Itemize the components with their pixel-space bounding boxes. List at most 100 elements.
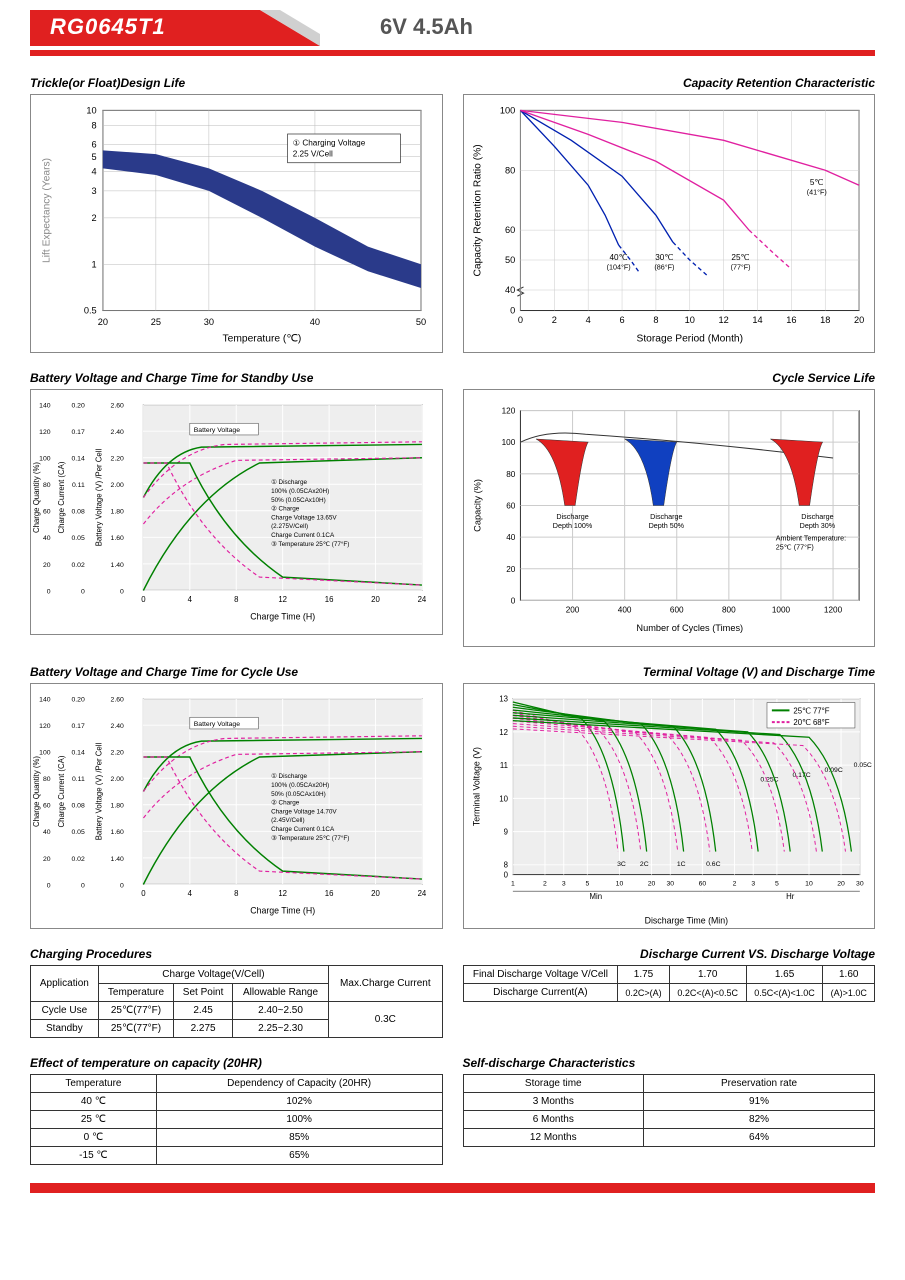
svg-text:(2.275V/Cell): (2.275V/Cell) bbox=[271, 523, 308, 530]
svg-text:14: 14 bbox=[752, 315, 762, 325]
svg-text:② Charge: ② Charge bbox=[271, 505, 300, 512]
svg-text:2.60: 2.60 bbox=[111, 402, 124, 409]
discharge-table: Final Discharge Voltage V/Cell1.751.701.… bbox=[463, 965, 876, 1002]
svg-text:Temperature (℃): Temperature (℃) bbox=[223, 333, 302, 344]
svg-text:20: 20 bbox=[647, 880, 655, 887]
svg-text:8: 8 bbox=[234, 595, 238, 604]
svg-text:25: 25 bbox=[151, 317, 161, 327]
svg-text:1.60: 1.60 bbox=[111, 535, 124, 542]
svg-text:0.11: 0.11 bbox=[72, 482, 85, 489]
svg-text:12: 12 bbox=[278, 889, 287, 898]
svg-text:Depth 30%: Depth 30% bbox=[799, 522, 835, 530]
svg-text:30: 30 bbox=[666, 880, 674, 887]
svg-text:0: 0 bbox=[510, 596, 515, 605]
svg-text:40: 40 bbox=[310, 317, 320, 327]
svg-text:Hr: Hr bbox=[786, 892, 795, 901]
svg-text:50: 50 bbox=[416, 317, 426, 327]
svg-text:3: 3 bbox=[751, 880, 755, 887]
svg-text:0.11: 0.11 bbox=[72, 776, 85, 783]
svg-text:0.05: 0.05 bbox=[71, 829, 84, 836]
svg-text:11: 11 bbox=[499, 761, 507, 770]
svg-text:30: 30 bbox=[204, 317, 214, 327]
svg-text:0.17: 0.17 bbox=[71, 429, 84, 436]
svg-text:12: 12 bbox=[718, 315, 728, 325]
svg-text:Discharge Time (Min): Discharge Time (Min) bbox=[644, 916, 728, 926]
svg-text:4: 4 bbox=[585, 315, 590, 325]
chart1: 0.51234568102025304050① Charging Voltage… bbox=[30, 94, 443, 353]
svg-text:Battery Voltage (V) /Per Cell: Battery Voltage (V) /Per Cell bbox=[94, 743, 103, 841]
svg-text:Charge Current (CA): Charge Current (CA) bbox=[57, 755, 66, 827]
svg-text:Charge Voltage 13.65V: Charge Voltage 13.65V bbox=[271, 514, 337, 521]
table2-title: Discharge Current VS. Discharge Voltage bbox=[463, 947, 876, 961]
svg-text:50% (0.05CAx10H): 50% (0.05CAx10H) bbox=[271, 791, 326, 798]
svg-text:25℃ (77°F): 25℃ (77°F) bbox=[775, 543, 813, 551]
svg-text:1: 1 bbox=[510, 880, 514, 887]
svg-text:Capacity (%): Capacity (%) bbox=[472, 479, 482, 532]
svg-text:10: 10 bbox=[805, 880, 813, 887]
svg-text:20: 20 bbox=[837, 880, 845, 887]
svg-text:(41°F): (41°F) bbox=[806, 188, 826, 196]
svg-text:8: 8 bbox=[234, 889, 238, 898]
svg-text:5: 5 bbox=[92, 152, 97, 162]
svg-text:0: 0 bbox=[510, 306, 515, 316]
svg-text:60: 60 bbox=[505, 225, 515, 235]
svg-text:800: 800 bbox=[722, 605, 736, 614]
svg-text:24: 24 bbox=[418, 595, 427, 604]
svg-text:3C: 3C bbox=[617, 861, 626, 868]
svg-text:80: 80 bbox=[505, 165, 515, 175]
svg-text:2.40: 2.40 bbox=[111, 723, 124, 730]
svg-text:60: 60 bbox=[506, 501, 516, 510]
svg-text:400: 400 bbox=[617, 605, 631, 614]
svg-text:18: 18 bbox=[820, 315, 830, 325]
svg-text:100: 100 bbox=[39, 455, 51, 462]
svg-text:12: 12 bbox=[278, 595, 287, 604]
svg-text:0: 0 bbox=[503, 871, 508, 880]
svg-text:120: 120 bbox=[501, 406, 515, 415]
svg-text:10: 10 bbox=[615, 880, 623, 887]
svg-text:40: 40 bbox=[43, 535, 51, 542]
svg-text:Number of Cycles (Times): Number of Cycles (Times) bbox=[636, 623, 743, 633]
chart6-title: Terminal Voltage (V) and Discharge Time bbox=[463, 665, 876, 679]
svg-text:Discharge: Discharge bbox=[556, 513, 588, 521]
svg-text:0: 0 bbox=[81, 882, 85, 889]
svg-text:20: 20 bbox=[43, 561, 51, 568]
svg-text:0: 0 bbox=[141, 595, 146, 604]
svg-text:Battery Voltage (V) /Per Cell: Battery Voltage (V) /Per Cell bbox=[94, 448, 103, 546]
svg-text:2.40: 2.40 bbox=[111, 429, 124, 436]
svg-text:50: 50 bbox=[505, 255, 515, 265]
svg-text:8: 8 bbox=[503, 861, 507, 870]
chart5: 0481216202402040608010012014000.020.050.… bbox=[30, 683, 443, 929]
chart2-title: Capacity Retention Characteristic bbox=[463, 76, 876, 90]
svg-text:5℃: 5℃ bbox=[809, 178, 823, 187]
svg-text:0.5: 0.5 bbox=[84, 306, 97, 316]
table3-title: Effect of temperature on capacity (20HR) bbox=[30, 1056, 443, 1070]
svg-text:60: 60 bbox=[43, 803, 51, 810]
svg-text:4: 4 bbox=[188, 889, 193, 898]
table1-title: Charging Procedures bbox=[30, 947, 443, 961]
svg-text:0.05C: 0.05C bbox=[853, 762, 871, 769]
svg-text:1.80: 1.80 bbox=[111, 803, 124, 810]
svg-text:0: 0 bbox=[47, 882, 51, 889]
svg-text:0: 0 bbox=[141, 889, 146, 898]
svg-text:Terminal Voltage (V): Terminal Voltage (V) bbox=[471, 747, 481, 826]
svg-text:60: 60 bbox=[43, 508, 51, 515]
svg-text:120: 120 bbox=[39, 723, 51, 730]
svg-text:Storage Period (Month): Storage Period (Month) bbox=[636, 333, 743, 344]
svg-text:600: 600 bbox=[669, 605, 683, 614]
svg-text:2.20: 2.20 bbox=[111, 455, 124, 462]
chart3: 0481216202402040608010012014000.020.050.… bbox=[30, 389, 443, 635]
svg-text:0.02: 0.02 bbox=[71, 561, 84, 568]
svg-text:100: 100 bbox=[501, 438, 515, 447]
svg-text:Battery Voltage: Battery Voltage bbox=[194, 427, 241, 434]
svg-text:Charge Current 0.1CA: Charge Current 0.1CA bbox=[271, 532, 335, 539]
svg-text:50% (0.05CAx10H): 50% (0.05CAx10H) bbox=[271, 496, 326, 503]
svg-text:Charge Current (CA): Charge Current (CA) bbox=[57, 461, 66, 533]
svg-text:0: 0 bbox=[120, 588, 124, 595]
svg-text:0: 0 bbox=[47, 588, 51, 595]
svg-text:5: 5 bbox=[774, 880, 778, 887]
svg-text:40: 40 bbox=[43, 829, 51, 836]
self-discharge-table: Storage timePreservation rate3 Months91%… bbox=[463, 1074, 876, 1147]
svg-text:20: 20 bbox=[371, 595, 380, 604]
svg-text:10: 10 bbox=[499, 794, 508, 803]
svg-text:① Charging Voltage: ① Charging Voltage bbox=[293, 138, 366, 147]
